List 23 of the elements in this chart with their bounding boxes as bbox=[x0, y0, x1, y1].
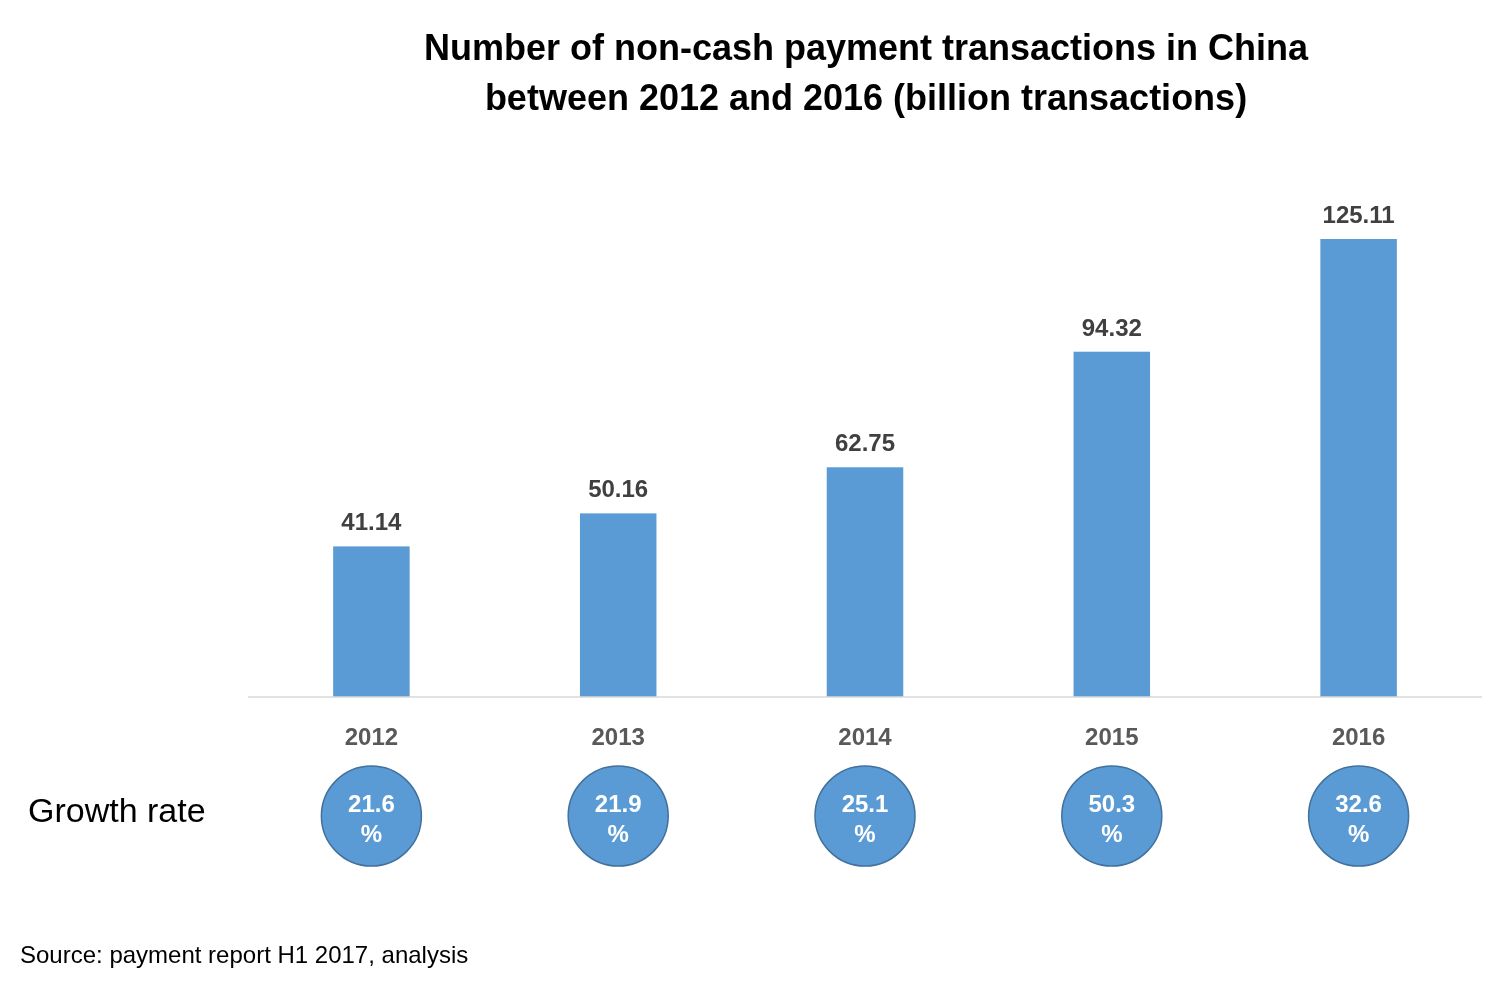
x-tick-label: 2015 bbox=[1085, 723, 1139, 750]
source-note: Source: payment report H1 2017, analysis bbox=[20, 941, 469, 968]
x-tick-label: 2014 bbox=[838, 723, 893, 750]
bar bbox=[826, 467, 904, 697]
bar bbox=[1073, 351, 1151, 697]
bar bbox=[579, 513, 657, 697]
x-tick-label: 2012 bbox=[344, 723, 399, 750]
data-label: 125.11 bbox=[1322, 201, 1395, 228]
data-label: 41.14 bbox=[341, 508, 403, 536]
x-tick-label: 2016 bbox=[1331, 723, 1386, 750]
text: 21.6 % bbox=[348, 790, 395, 847]
x-tick-label: 2013 bbox=[591, 723, 645, 750]
data-label: 94.32 bbox=[1081, 313, 1142, 341]
text: 32.6 % bbox=[1335, 790, 1382, 847]
bar bbox=[333, 546, 410, 697]
data-label: 62.75 bbox=[834, 429, 896, 457]
data-label: 50.16 bbox=[588, 475, 649, 503]
text: 25.1 % bbox=[841, 790, 889, 847]
text: Growth rate bbox=[28, 791, 206, 829]
bar bbox=[1320, 239, 1397, 697]
chart-title: Number of non-cash payment transactions in China between 2012 and 2016 (billion transactions) bbox=[423, 27, 1310, 118]
text: 50.3 % bbox=[1088, 790, 1136, 847]
text: 21.9 % bbox=[594, 790, 642, 847]
